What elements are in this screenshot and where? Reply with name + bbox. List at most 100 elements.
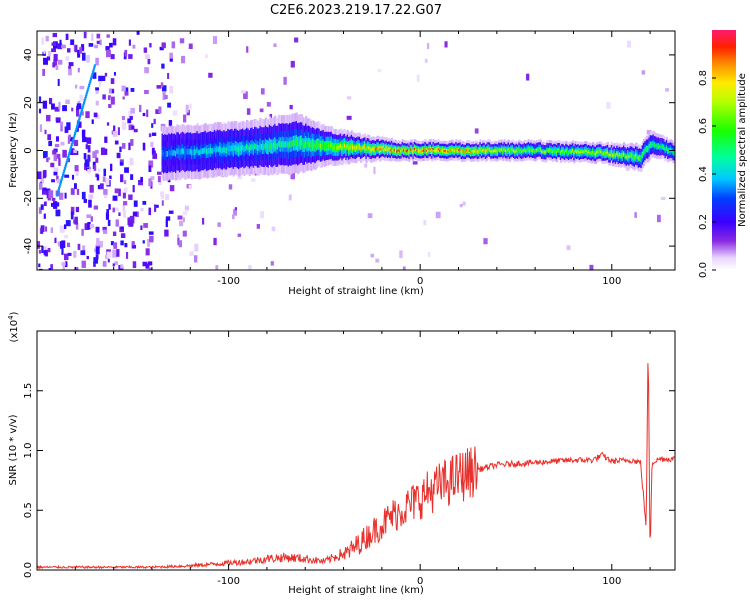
spectrogram-cell <box>381 146 384 150</box>
spectrogram-cell <box>54 143 60 148</box>
spectrogram-cell <box>524 149 528 153</box>
spectrogram-cell <box>83 32 87 39</box>
spectrogram-cell <box>110 54 115 60</box>
spectrogram-cell <box>251 143 254 150</box>
snr-plot: -100 0 100 0.0 0.5 1.0 1.5 <box>23 330 676 587</box>
spectrogram-cell <box>486 149 489 152</box>
spectrogram-cell <box>494 149 497 152</box>
spectrogram-cell <box>534 150 537 153</box>
spectrogram-cell <box>479 148 482 151</box>
spectrogram-cell <box>57 189 60 193</box>
spectrogram-cell <box>268 141 272 148</box>
spectrogram-cell <box>656 145 659 148</box>
spectrogram-cell <box>151 123 154 128</box>
spectrogram-cell <box>76 103 82 110</box>
spectrogram-cell <box>51 179 56 183</box>
spectrogram-cell <box>123 180 127 185</box>
spectrogram-cell <box>162 151 166 158</box>
spectrogram-cell <box>589 151 592 155</box>
spectrogram-cell <box>73 219 77 224</box>
spectrogram-cell <box>93 66 96 70</box>
spectrogram-cell <box>404 149 407 152</box>
spectrogram-cell <box>219 145 222 152</box>
spectrogram-cell <box>464 150 467 153</box>
spectrogram-cell <box>52 150 57 155</box>
spectrogram-cell <box>40 225 45 232</box>
spectrogram-cell <box>243 146 246 153</box>
spectrogram-cell <box>337 145 340 150</box>
spectrogram-cell <box>459 148 462 151</box>
colorbar-tick-label: 0.4 <box>698 166 709 182</box>
spectrogram-cell <box>558 148 561 152</box>
spectrogram-cell <box>667 149 670 153</box>
spectrogram-cell <box>444 149 447 153</box>
spectrogram-cell <box>410 148 414 151</box>
spectrogram-cell <box>75 206 80 213</box>
spectrogram-cell <box>602 152 605 155</box>
spectrogram-cell <box>132 211 138 217</box>
spectrogram-cell <box>103 188 108 195</box>
spectrogram-cell <box>664 148 667 152</box>
spectrogram-cell <box>298 140 301 147</box>
spectrogram-cell <box>462 201 466 206</box>
spectrogram-cell <box>104 177 110 186</box>
spectrogram-cell <box>128 54 133 59</box>
spectrogram-cell <box>43 250 47 256</box>
spectrogram-cell <box>621 154 624 157</box>
spectrogram-cell <box>77 119 80 123</box>
spectrogram-cell <box>419 150 422 153</box>
spectrogram-cell <box>92 151 97 159</box>
spectrogram-cell <box>335 145 339 150</box>
spectrogram-cell <box>86 88 89 92</box>
spectrogram-cell <box>427 149 430 153</box>
spectrogram-cell <box>209 147 213 154</box>
spectrogram-cell <box>169 52 174 59</box>
spectrogram-cell <box>122 204 125 212</box>
spectrogram-cell <box>75 222 79 230</box>
spectrogram-cell <box>578 151 581 154</box>
spectrogram-cell <box>53 201 58 209</box>
spectrogram-cell <box>594 152 597 156</box>
spectrogram-cell <box>424 58 428 63</box>
spectrogram-cell <box>73 183 77 190</box>
spectrogram-cell <box>82 103 85 107</box>
spectrogram-cell <box>42 68 46 76</box>
spectrogram-cell <box>469 150 473 153</box>
spectrogram-cell <box>362 146 365 149</box>
spectrogram-cell <box>563 151 567 154</box>
snr-multiplier: (x104) <box>7 311 20 342</box>
spectrogram-cell <box>106 251 112 258</box>
spectrogram-cell <box>392 149 395 152</box>
spectrogram-cell <box>43 190 48 195</box>
spectrogram-cell <box>649 143 652 147</box>
spectrogram-cell <box>179 38 185 44</box>
spectrogram-cell <box>77 67 80 73</box>
spectrogram-cell <box>76 123 79 127</box>
y-tick-label: -20 <box>23 190 34 206</box>
spectrogram-cell <box>120 264 124 269</box>
spectrogram-cell <box>150 176 155 181</box>
spectrogram-cell <box>319 143 322 149</box>
spectrogram-cell <box>63 167 66 171</box>
spectrogram-cell <box>101 75 106 81</box>
spectrogram-cell <box>386 148 390 152</box>
y-tick-label: 1.0 <box>23 443 34 459</box>
spectrogram-cell <box>549 148 552 152</box>
spectrogram-cell <box>459 204 463 208</box>
spectrogram-cell <box>673 152 675 155</box>
spectrogram-cell <box>121 116 125 121</box>
spectrogram-cell <box>236 146 239 152</box>
spectrogram-cell <box>266 143 269 150</box>
spectrogram-cell <box>262 144 265 151</box>
spectrogram-cell <box>205 54 208 59</box>
spectrogram-cell <box>207 148 210 155</box>
spectrogram-cell <box>389 149 392 152</box>
spectrogram-cell <box>59 180 62 184</box>
spectrogram-cell <box>197 149 200 156</box>
spectrogram-cell <box>99 183 104 190</box>
spectrogram-cell <box>107 258 110 263</box>
spectrogram-cell <box>53 171 58 176</box>
spectrogram-cell <box>507 148 510 151</box>
spectrogram-cell <box>416 74 420 82</box>
spectrogram-cell <box>306 141 309 148</box>
